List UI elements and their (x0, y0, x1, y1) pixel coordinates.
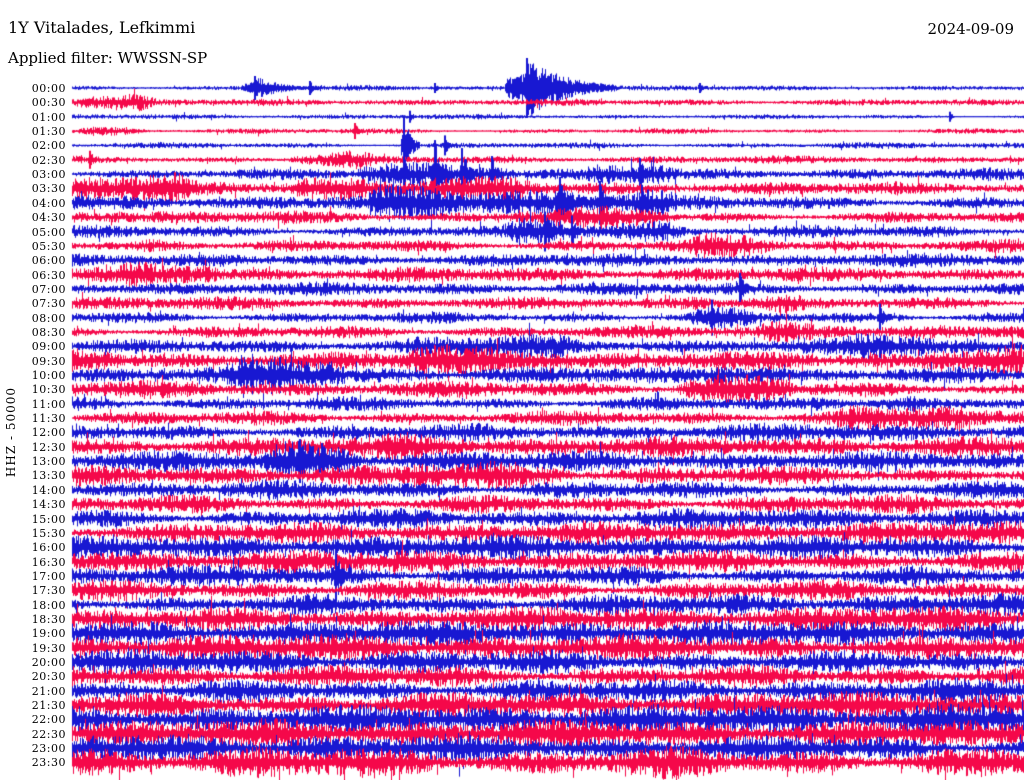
time-label: 17:30 (31, 584, 66, 598)
date-label: 2024-09-09 (927, 20, 1014, 38)
applied-filter-label: Applied filter: WWSSN-SP (8, 49, 208, 67)
time-label: 00:30 (31, 96, 66, 110)
time-label: 02:00 (31, 139, 66, 153)
time-label: 05:30 (31, 239, 66, 253)
time-label: 23:30 (31, 756, 66, 770)
time-label: 18:30 (31, 612, 66, 626)
time-label: 12:00 (31, 426, 66, 440)
time-label: 15:00 (31, 512, 66, 526)
time-label: 14:30 (31, 498, 66, 512)
time-label: 10:00 (31, 369, 66, 382)
time-label: 06:00 (31, 254, 66, 268)
time-label: 16:00 (31, 541, 66, 555)
time-label: 22:00 (31, 713, 66, 727)
time-label: 11:00 (31, 397, 66, 411)
time-label: 07:30 (31, 297, 66, 311)
time-label: 14:00 (31, 483, 66, 497)
time-label: 07:00 (31, 282, 66, 296)
time-label: 09:30 (31, 354, 66, 368)
time-label: 20:00 (31, 656, 66, 669)
time-label: 01:00 (31, 110, 66, 124)
time-label: 11:30 (31, 412, 66, 426)
time-label: 08:00 (31, 311, 66, 325)
time-label: 20:30 (31, 670, 66, 684)
time-label: 22:30 (31, 727, 66, 741)
time-label: 13:00 (31, 455, 66, 469)
time-label: 08:30 (31, 325, 66, 339)
time-label: 10:30 (31, 383, 66, 397)
time-label: 18:00 (31, 598, 66, 612)
time-label: 01:30 (31, 125, 66, 139)
time-label: 00:00 (31, 82, 66, 95)
time-label: 05:00 (31, 225, 66, 239)
time-label: 23:00 (31, 742, 66, 756)
time-label: 21:00 (31, 684, 66, 698)
time-label: 17:00 (31, 569, 66, 583)
time-label: 04:30 (31, 211, 66, 225)
time-label: 19:00 (31, 627, 66, 641)
time-label: 16:30 (31, 555, 66, 569)
time-label: 12:30 (31, 440, 66, 454)
time-label: 04:00 (31, 196, 66, 210)
time-label: 09:00 (31, 340, 66, 354)
time-label: 13:30 (31, 469, 66, 483)
time-label: 21:30 (31, 699, 66, 713)
time-label: 03:00 (31, 168, 66, 182)
time-label: 19:30 (31, 641, 66, 655)
time-label: 02:30 (31, 153, 66, 167)
time-label: 03:30 (31, 182, 66, 196)
station-title: 1Y Vitalades, Lefkimmi (8, 18, 196, 37)
time-label: 15:30 (31, 526, 66, 540)
time-label: 06:30 (31, 268, 66, 282)
